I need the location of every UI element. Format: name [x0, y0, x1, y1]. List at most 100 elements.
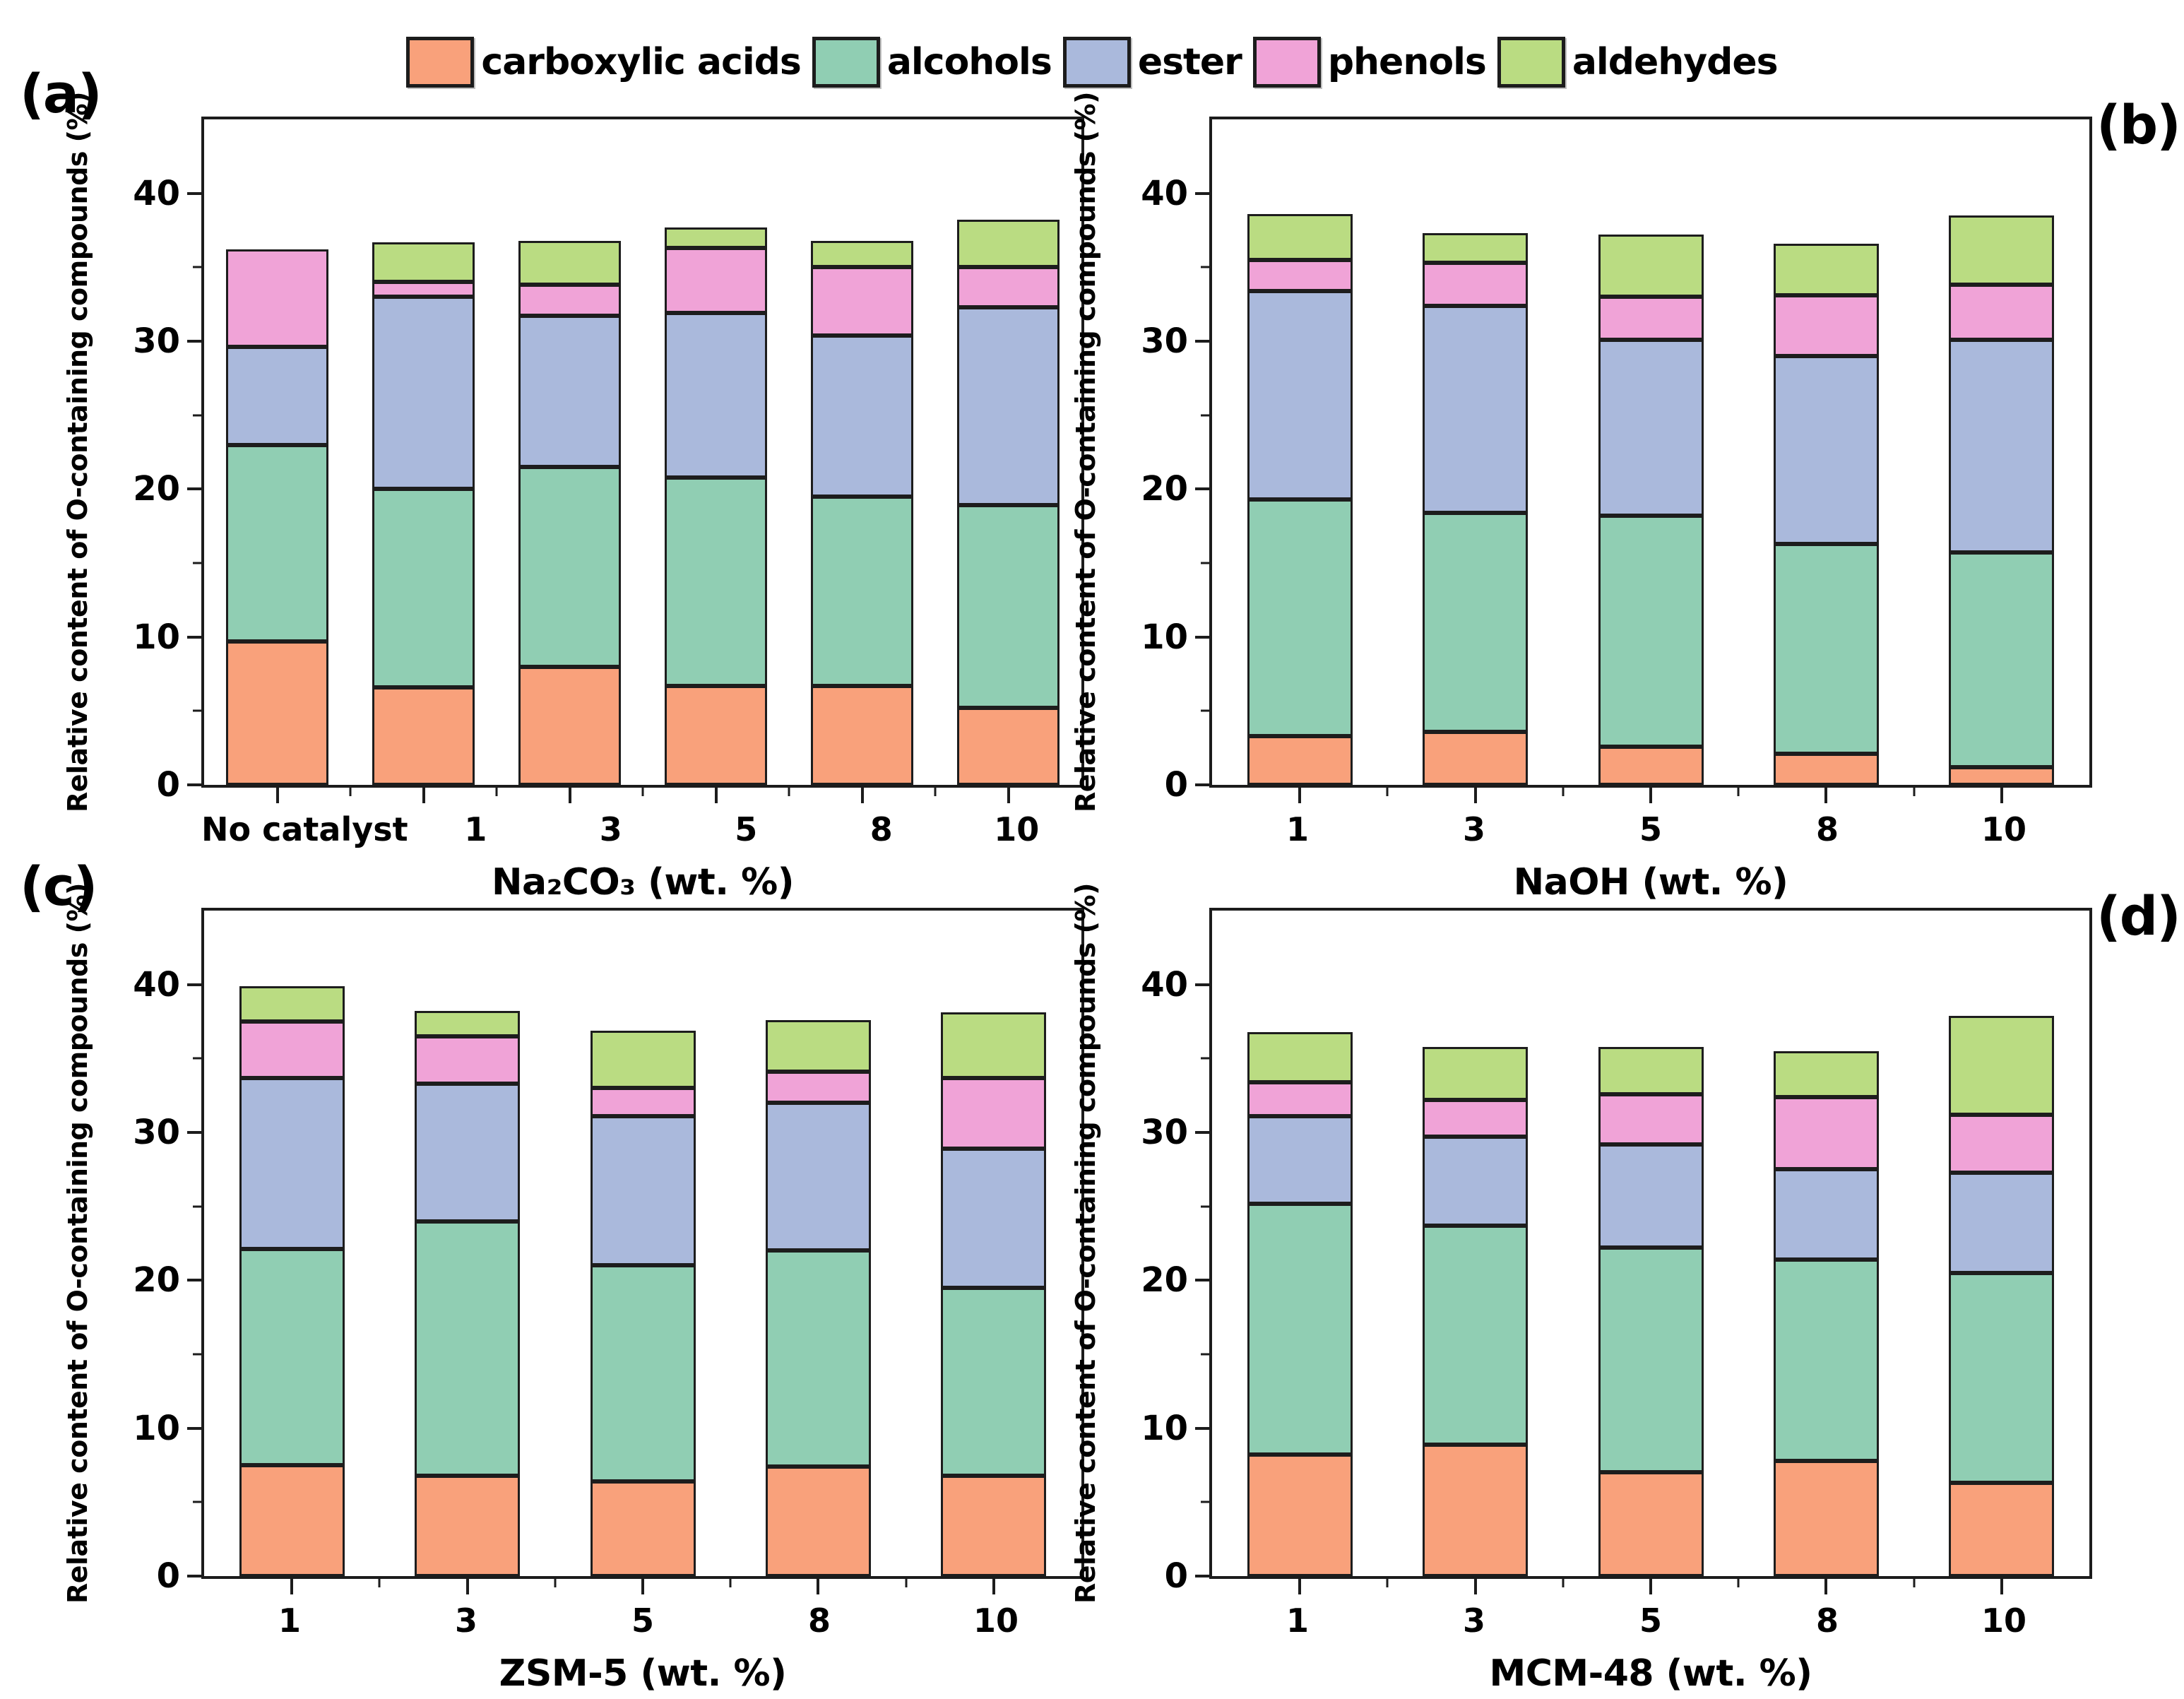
stacked-bar — [1773, 119, 1879, 785]
y-tick-label: 30 — [1141, 321, 1188, 362]
x-tick-label: No catalyst — [201, 810, 408, 848]
y-axis-minor-tick — [193, 709, 201, 712]
y-axis-major-tick — [1195, 1426, 1209, 1430]
bar-segment-ester — [415, 1083, 521, 1221]
x-axis-major-tick — [1649, 788, 1652, 803]
y-axis-major-tick — [1195, 1575, 1209, 1577]
bar-segment-ester — [941, 1149, 1047, 1288]
y-axis-major-tick — [187, 635, 201, 639]
x-axis-major-tick — [1473, 788, 1477, 803]
stacked-bar — [1247, 911, 1353, 1576]
bar-slot — [1563, 119, 1738, 785]
x-axis-minor-tick — [641, 788, 644, 796]
bar-segment-alcohols — [1247, 1203, 1353, 1455]
bar-segment-carboxylic-acids — [957, 708, 1060, 785]
y-axis-major-tick — [187, 1131, 201, 1135]
bar-slot — [1387, 119, 1562, 785]
legend-item: carboxylic acids — [406, 37, 802, 88]
y-axis-major-tick — [187, 1575, 201, 1577]
bar-segment-ester — [1949, 1172, 2055, 1273]
x-tick-labels: 1 3 5 8 10 — [1209, 1579, 2092, 1640]
bar-slot — [497, 119, 643, 785]
x-tick-label: 3 — [454, 1602, 477, 1640]
bar-segment-aldehydes — [1247, 1031, 1353, 1082]
bar-segment-carboxylic-acids — [1773, 1460, 1879, 1576]
x-tick-label: 1 — [1286, 1602, 1309, 1640]
stacked-bar — [372, 119, 475, 785]
bar-segment-ester — [590, 1115, 696, 1266]
x-tick-label: 1 — [1286, 810, 1309, 848]
bar-segment-ester — [957, 307, 1060, 506]
x-tick-label: 10 — [973, 1602, 1019, 1640]
stacked-bar — [665, 119, 767, 785]
y-tick-label: 10 — [1141, 1408, 1188, 1448]
x-tick-label: 5 — [631, 1602, 654, 1640]
stacked-bar — [226, 119, 328, 785]
bar-segment-alcohols — [415, 1221, 521, 1476]
bar-segment-phenols — [1423, 1099, 1529, 1137]
legend-label: aldehydes — [1572, 41, 1779, 83]
bar-segment-carboxylic-acids — [1423, 1444, 1529, 1576]
x-axis-major-tick — [860, 788, 864, 803]
y-axis-minor-tick — [1201, 1057, 1209, 1060]
plot-area: 0 10 20 30 40 — [133, 117, 1084, 805]
stacked-bar — [1949, 119, 2055, 785]
bar-segment-ester — [1598, 1144, 1704, 1248]
bar-segment-carboxylic-acids — [1598, 1472, 1704, 1576]
stacked-bar — [1773, 911, 1879, 1576]
bar-segment-alcohols — [1423, 512, 1529, 732]
stacked-bar — [1247, 119, 1353, 785]
bar-segment-phenols — [765, 1072, 871, 1103]
x-axis-minor-tick — [554, 1579, 557, 1587]
y-tick-label: 0 — [156, 765, 180, 805]
bar-slot — [1563, 911, 1738, 1576]
bar-segment-ester — [1247, 290, 1353, 499]
bar-segment-alcohols — [239, 1249, 345, 1466]
bar-slot — [1914, 911, 2089, 1576]
bar-segment-alcohols — [1949, 552, 2055, 767]
bar-segment-ester — [518, 316, 621, 467]
bar-slot — [1914, 119, 2089, 785]
y-axis-minor-tick — [1201, 562, 1209, 564]
bar-segment-alcohols — [1423, 1225, 1529, 1445]
stacked-bar — [239, 911, 345, 1576]
bar-slot — [730, 911, 906, 1576]
y-axis-minor-tick — [1201, 1205, 1209, 1208]
legend-swatch — [1252, 37, 1321, 88]
y-tick-label: 40 — [1141, 964, 1188, 1005]
y-axis-minor-tick — [193, 266, 201, 268]
bar-slots — [204, 119, 1081, 785]
x-axis-major-tick — [1824, 1579, 1828, 1594]
bar-segment-alcohols — [1949, 1272, 2055, 1484]
y-tick-label: 30 — [1141, 1113, 1188, 1153]
y-axis-minor-tick — [193, 1057, 201, 1060]
bar-segment-phenols — [590, 1088, 696, 1116]
panel-d: Relative content of O-containing compoun… — [1061, 883, 2092, 1699]
bar-segment-aldehydes — [1949, 1015, 2055, 1115]
y-axis-major-tick — [187, 191, 201, 195]
bar-segment-ester — [239, 1077, 345, 1250]
x-tick-label: 10 — [1981, 1602, 2026, 1640]
x-axis-major-tick — [568, 788, 571, 803]
legend: carboxylic acids alcohols ester phenols alde… — [0, 37, 2184, 88]
bar-segment-alcohols — [590, 1265, 696, 1482]
bar-segment-aldehydes — [1423, 1046, 1529, 1100]
bar-segment-carboxylic-acids — [1598, 746, 1704, 785]
panel-label-c: (c) — [20, 855, 98, 918]
x-axis-minor-tick — [1737, 788, 1740, 796]
bar-segment-ester — [1773, 355, 1879, 544]
bar-slot — [204, 119, 350, 785]
x-tick-label: 3 — [1462, 1602, 1485, 1640]
bar-segment-carboxylic-acids — [811, 685, 913, 785]
bar-slot — [1738, 119, 1913, 785]
x-tick-label: 10 — [1981, 810, 2026, 848]
y-axis-major-tick — [1195, 487, 1209, 491]
bar-slot — [1212, 119, 1387, 785]
x-axis-minor-tick — [905, 1579, 908, 1587]
bar-segment-phenols — [1247, 1082, 1353, 1116]
y-tick-label: 0 — [156, 1556, 180, 1596]
x-axis-major-tick — [1007, 788, 1010, 803]
x-axis-minor-tick — [1913, 1579, 1916, 1587]
bar-segment-aldehydes — [811, 240, 913, 268]
y-axis-minor-tick — [193, 1205, 201, 1208]
